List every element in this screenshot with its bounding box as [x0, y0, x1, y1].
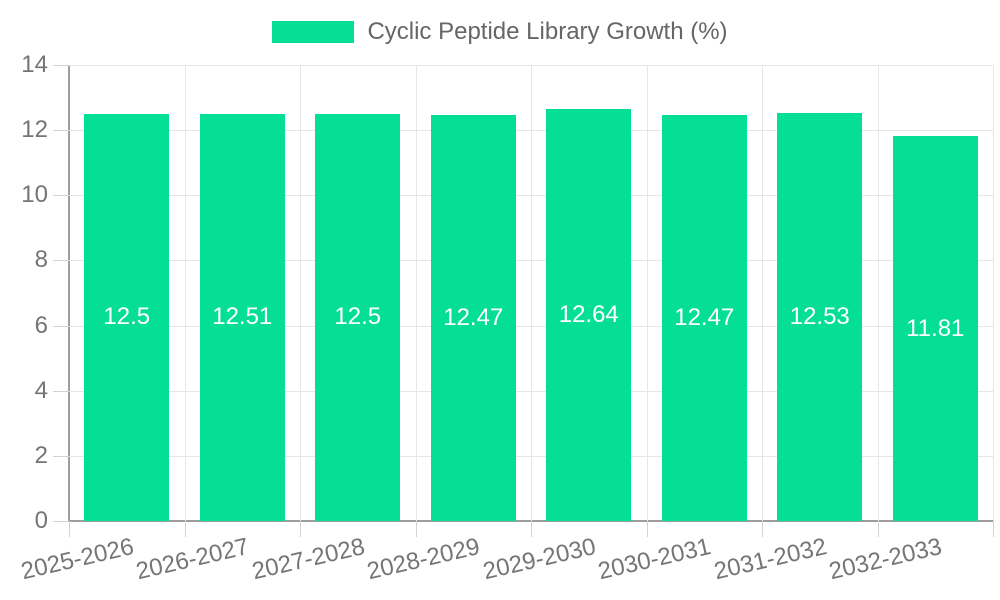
bar[interactable]: 11.81	[892, 136, 978, 521]
y-axis-tick-label: 8	[34, 246, 48, 274]
y-axis-line	[68, 65, 70, 521]
x-axis-tick	[531, 521, 532, 537]
y-axis-tick	[53, 521, 69, 522]
x-axis-tick-label: 2031-2032	[711, 533, 830, 586]
x-axis-tick	[184, 521, 186, 537]
x-axis-tick-label: 2027-2028	[249, 533, 368, 586]
bar[interactable]: 12.47	[430, 114, 516, 521]
x-axis-tick	[877, 521, 879, 537]
plot-area: 12.5 12.51 12.5 12.47 12.64 12.47 12.53 11.81	[68, 65, 994, 522]
y-axis-tick	[53, 390, 69, 392]
grid-line-vertical	[646, 65, 648, 521]
y-axis-tick	[53, 455, 69, 457]
x-axis-tick-label: 2032-2033	[826, 533, 945, 586]
x-axis-tick-label: 2026-2027	[133, 533, 252, 586]
bar-value-label: 12.5	[103, 303, 151, 331]
y-axis-tick-label: 0	[34, 507, 48, 534]
y-axis-tick	[53, 130, 69, 132]
bar[interactable]: 12.47	[661, 114, 747, 521]
x-axis-tick	[646, 521, 648, 537]
x-axis-tick-label: 2030-2031	[595, 533, 714, 586]
grid-line-vertical	[415, 65, 417, 521]
x-axis-tick-label: 2025-2026	[18, 533, 137, 586]
y-axis-tick-label: 10	[21, 181, 48, 209]
grid-line-vertical	[300, 65, 301, 521]
legend-swatch-icon	[272, 21, 355, 43]
grid-line-vertical	[877, 65, 879, 521]
grid-line-vertical	[993, 65, 994, 521]
bar-value-label: 11.81	[906, 314, 965, 342]
legend-label: Cyclic Peptide Library Growth (%)	[367, 18, 728, 45]
grid-line-vertical	[184, 65, 186, 521]
bar[interactable]: 12.5	[84, 113, 170, 521]
y-axis-tick	[53, 325, 69, 327]
x-axis-tick	[993, 521, 994, 537]
x-axis-tick	[762, 521, 763, 537]
y-axis-tick	[53, 260, 69, 262]
y-axis-tick-label: 6	[34, 311, 48, 339]
bar-value-label: 12.64	[558, 301, 619, 329]
bar-value-label: 12.47	[674, 303, 735, 331]
y-axis-tick-label: 14	[21, 51, 48, 78]
chart-legend[interactable]: Cyclic Peptide Library Growth (%)	[0, 20, 1000, 44]
bar[interactable]: 12.53	[777, 112, 863, 521]
bar-value-label: 12.51	[212, 303, 273, 331]
bar[interactable]: 12.64	[546, 109, 632, 521]
bar-value-label: 12.53	[789, 302, 850, 330]
y-axis-tick	[53, 65, 69, 66]
y-axis-tick-label: 12	[21, 116, 48, 144]
grid-line-vertical	[762, 65, 763, 521]
x-axis-tick	[300, 521, 301, 537]
grid-line-vertical	[531, 65, 532, 521]
y-axis-tick	[53, 195, 69, 197]
x-axis-tick-label: 2029-2030	[480, 533, 599, 586]
bar[interactable]: 12.5	[315, 113, 401, 521]
x-axis-tick-label: 2028-2029	[364, 533, 483, 586]
y-axis-tick-label: 2	[34, 441, 48, 469]
bar-value-label: 12.47	[443, 303, 504, 331]
x-axis-tick	[69, 521, 70, 537]
x-axis-tick	[415, 521, 417, 537]
bar[interactable]: 12.51	[199, 113, 285, 521]
bar-value-label: 12.5	[334, 303, 382, 331]
y-axis-tick-label: 4	[34, 376, 48, 404]
